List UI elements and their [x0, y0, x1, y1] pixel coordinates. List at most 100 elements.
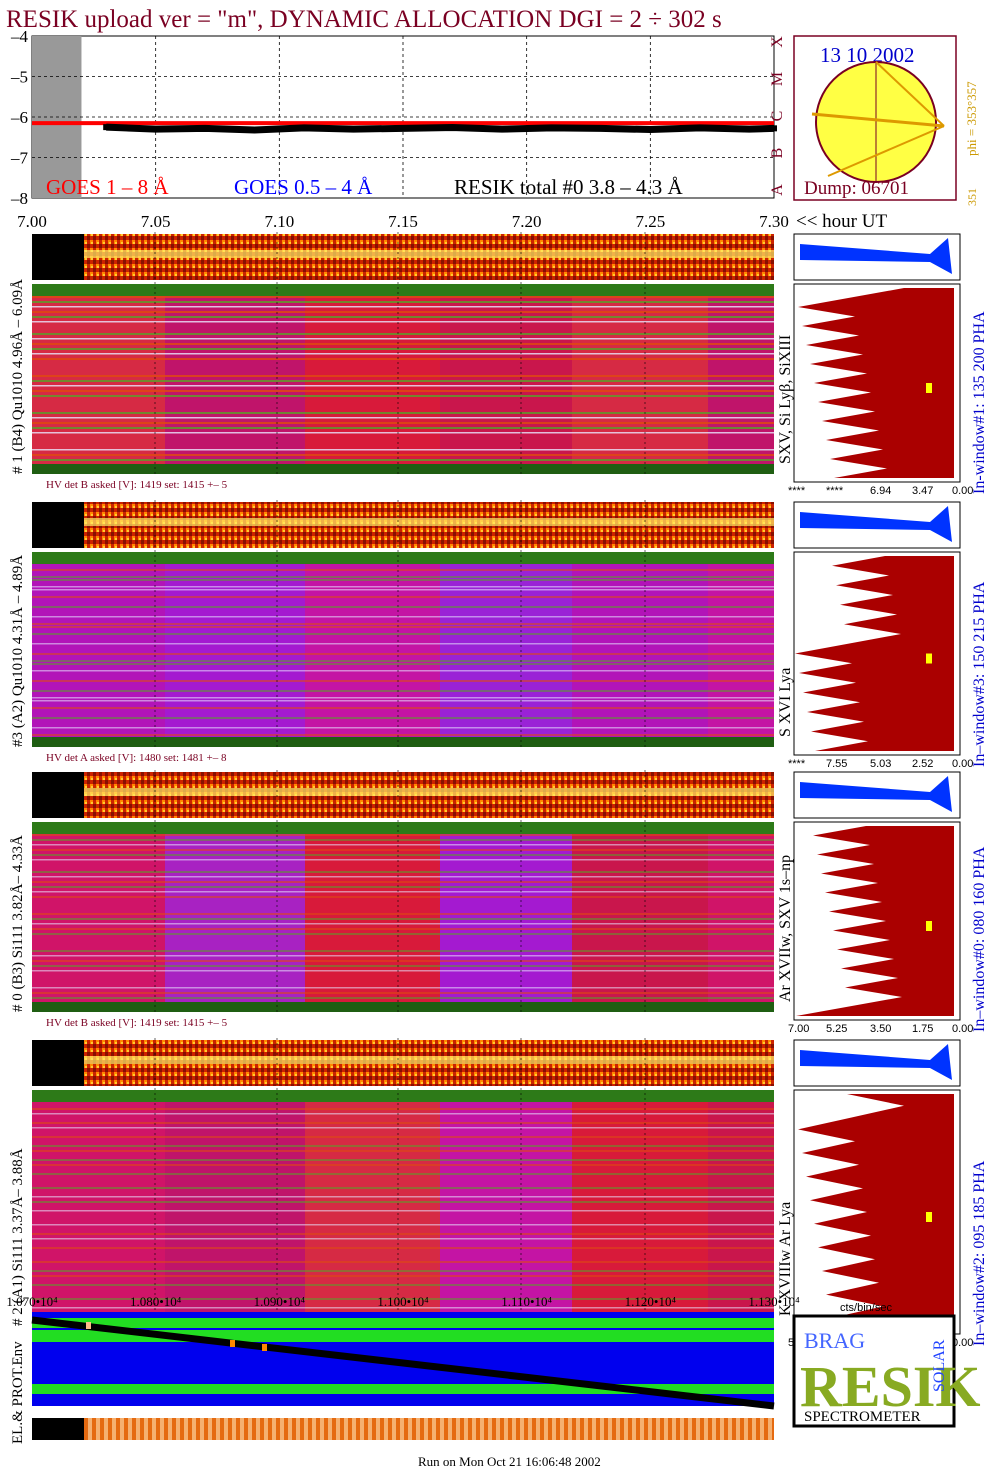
env-band-upper	[32, 1318, 774, 1328]
x-tick-label: 7.30	[759, 212, 789, 231]
resik-data-point	[251, 126, 258, 133]
spectrogram-line	[32, 891, 774, 893]
resik-data-point	[548, 124, 555, 131]
logo-side-letters: SOLAR	[931, 1339, 948, 1392]
spectrogram-line	[32, 1196, 774, 1198]
spectrogram-segment	[305, 552, 440, 747]
spectrogram-line	[32, 301, 774, 303]
phi-arrow-2	[875, 61, 945, 127]
spectrogram-line	[32, 395, 774, 397]
spectrogram-segment	[32, 822, 165, 1012]
phi-min-label: 351	[965, 188, 979, 206]
x-axis-unit-label: << hour UT	[796, 211, 887, 232]
spectrogram-line	[32, 353, 774, 355]
spectrogram-line	[32, 380, 774, 382]
spectrogram-line	[32, 680, 774, 682]
legend-goes-long: GOES 1 – 8 Å	[46, 175, 169, 199]
spectrogram-segment	[305, 284, 440, 474]
spectrogram-line	[32, 690, 774, 692]
env-marker-1	[86, 1322, 91, 1329]
spectrogram-line	[32, 886, 774, 888]
spectrogram-line	[32, 358, 774, 360]
resik-data-point	[103, 124, 110, 131]
resik-data-point	[400, 125, 406, 132]
logo-frame	[792, 1314, 956, 1428]
spectrogram-line	[32, 1210, 774, 1212]
spectrogram-line	[32, 881, 774, 883]
resik-data-point	[597, 125, 604, 132]
pha-tick-label: 7.55	[826, 758, 847, 770]
resik-data-point	[498, 126, 505, 133]
spectrogram-line	[32, 1224, 774, 1226]
env-y-label: EL.& PROT.Env	[10, 1341, 26, 1444]
spectrogram-line	[32, 348, 774, 350]
strip-highlight	[32, 1056, 774, 1064]
strip-highlight	[32, 250, 774, 258]
spectrogram-line	[32, 375, 774, 377]
spectrogram-line	[32, 343, 774, 345]
window-label: In–window#2: 095 185 PHA	[971, 1160, 988, 1346]
spectrogram-line	[32, 1159, 774, 1161]
pha-top-histogram	[800, 238, 952, 274]
pha-top-histogram	[800, 776, 952, 812]
goes-plot-area: 7.00 7.05 7.10 7.15 7.20 7.25 7.30 –4 –5 –6 –7 –8 A B…	[10, 27, 789, 231]
environment-panel: 1.070•10⁴ 1.080•10⁴ 1.090•10⁴ 1.100•10⁴ 1.11…	[6, 1294, 800, 1444]
spectrogram-line	[32, 1150, 774, 1152]
resik-data-point	[746, 126, 753, 133]
spectrogram-line	[32, 1122, 774, 1124]
phi-label: phi = 353°357	[964, 81, 979, 156]
spectrogram-line	[32, 707, 774, 709]
spectrogram-line	[32, 432, 774, 434]
spectrogram-line	[32, 1284, 774, 1286]
spectrogram-segment	[708, 284, 774, 474]
x-tick-label: 7.25	[635, 212, 665, 231]
logo-top-letters: BRAG	[804, 1328, 865, 1353]
spectrogram-line	[32, 449, 774, 451]
env-marker-2	[230, 1340, 235, 1347]
spectrogram-bottom-band	[32, 464, 774, 474]
logo-main-letters: RESIK	[800, 1354, 981, 1419]
spectrogram-line	[32, 1145, 774, 1147]
spectrogram-line	[32, 1247, 774, 1249]
x-tick-label: 7.15	[388, 212, 418, 231]
strip-gap	[32, 502, 84, 548]
strip-highlight	[32, 788, 774, 796]
spectrogram-line	[32, 623, 774, 625]
spectrogram-line	[32, 1307, 774, 1309]
env-x-tick-label: 1.100•10⁴	[377, 1294, 429, 1309]
pha-tick-label: 0.00	[952, 485, 973, 497]
spectrogram-line	[32, 1261, 774, 1263]
spectrogram-line	[32, 333, 774, 335]
spectrogram-line	[32, 311, 774, 313]
spectrogram-top-band	[32, 552, 774, 564]
pha-tick-label: ****	[826, 485, 844, 497]
spectrogram-line	[32, 859, 774, 861]
pha-window-marker	[926, 383, 932, 393]
spectrogram-line	[32, 913, 774, 915]
spectrogram-top-band	[32, 284, 774, 296]
spectrogram-line	[32, 849, 774, 851]
strip-highlight	[32, 518, 774, 526]
pha-window-marker	[926, 921, 932, 931]
y-tick-label: –4	[10, 27, 29, 46]
spectrogram-segment	[440, 552, 572, 747]
spectrogram-line	[32, 1108, 774, 1110]
y-tick-label: –7	[10, 149, 29, 168]
resik-data-point	[647, 126, 654, 133]
spectrogram-line	[32, 717, 774, 719]
window-label: In-window#1: 135 200 PHA	[971, 311, 988, 494]
spectrogram-line	[32, 727, 774, 729]
pha-tick-label: 0.00	[952, 758, 973, 770]
x-tick-label: 7.05	[141, 212, 171, 231]
spectrogram-line	[32, 700, 774, 702]
resik-data-point	[771, 125, 777, 132]
spectrogram-segment	[572, 284, 708, 474]
x-tick-label: 7.10	[264, 212, 294, 231]
resik-data-point	[449, 124, 456, 131]
spectrogram-line	[32, 839, 774, 841]
spectrogram-segment	[708, 822, 774, 1012]
spectrogram-line	[32, 579, 774, 581]
spectrogram-segment	[572, 552, 708, 747]
pha-window-marker	[926, 1212, 932, 1222]
